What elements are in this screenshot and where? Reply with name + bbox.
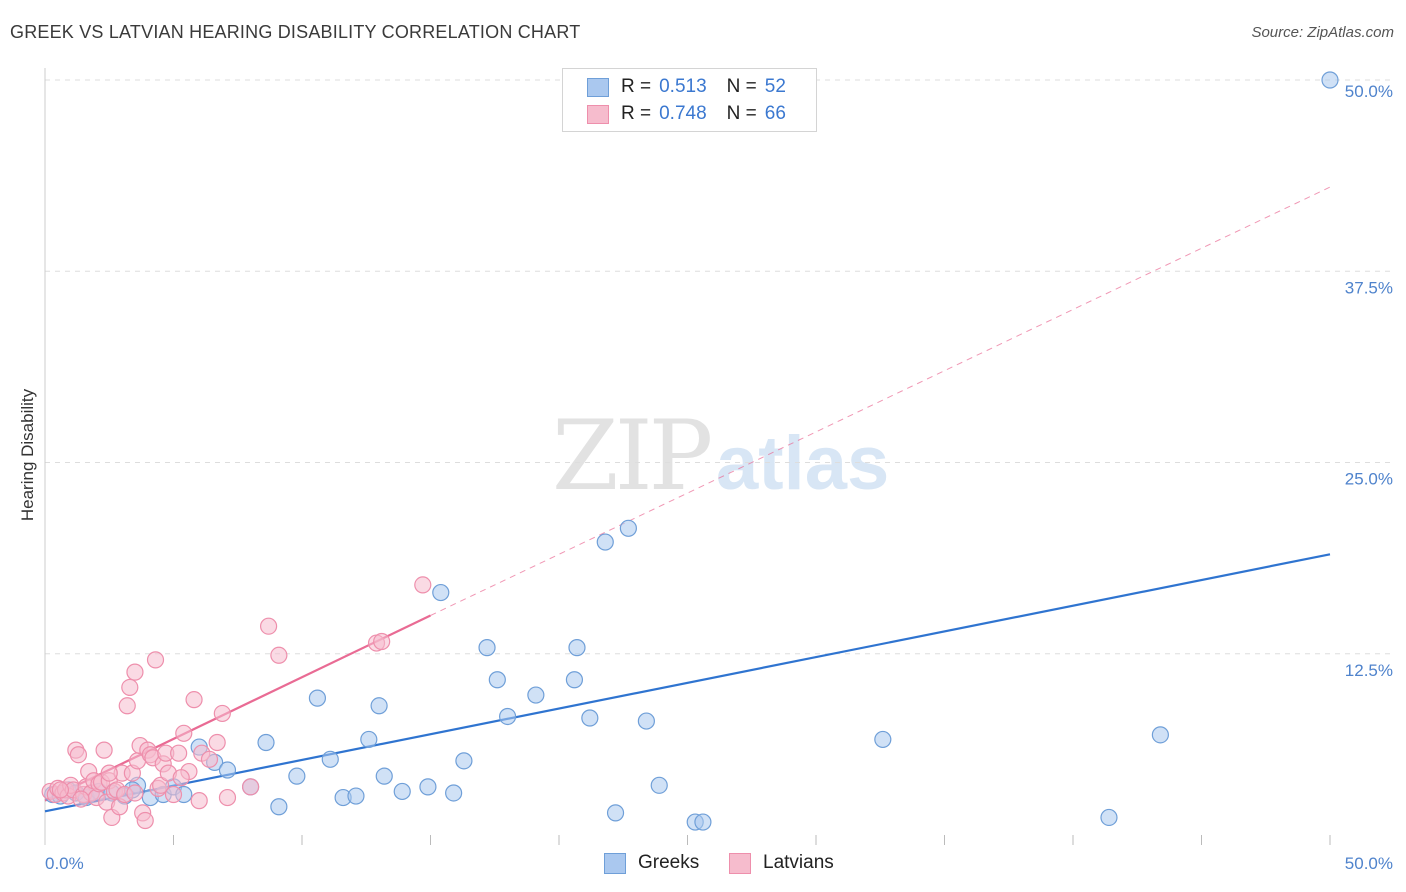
greek-point (606, 804, 625, 822)
greek-point (321, 750, 339, 768)
axes (44, 68, 1331, 845)
greek-point (488, 671, 506, 689)
greek-point (1151, 726, 1169, 744)
latvian-point (414, 576, 432, 594)
greek-point (1100, 808, 1118, 827)
latvian-point (126, 784, 144, 802)
latvian-point (213, 704, 231, 723)
legend-row-latvians: R = 0.748 N = 66 (587, 101, 786, 127)
y-tick-label: 12.5% (1345, 661, 1393, 680)
latvian-point (170, 744, 188, 762)
greek-point (565, 671, 584, 689)
data-points (41, 71, 1339, 831)
greek-point (308, 689, 327, 707)
latvians-legend-swatch (729, 852, 751, 874)
greeks-legend-label: Greeks (638, 852, 700, 873)
greeks-legend-swatch (604, 852, 626, 874)
greek-point (370, 697, 388, 715)
latvian-point (100, 764, 118, 782)
greek-point (393, 782, 411, 801)
greek-point (419, 778, 437, 796)
greeks-r-label: R = (621, 76, 652, 97)
latvians-legend-label: Latvians (763, 852, 834, 873)
latvian-point (95, 741, 113, 759)
watermark-zip: ZIP (552, 400, 713, 512)
legend-item-latvians[interactable]: Latvians (729, 852, 834, 874)
greek-point (375, 767, 393, 785)
greek-point (499, 707, 517, 726)
latvian-point (51, 781, 70, 799)
greek-point (694, 813, 712, 831)
latvian-point (218, 788, 237, 807)
trend-lines (44, 186, 1331, 813)
greek-point (445, 784, 463, 802)
latvian-point (259, 617, 278, 635)
greek-point (650, 776, 668, 794)
latvian-point (118, 697, 136, 715)
latvians-r-value: 0.748 (659, 103, 707, 124)
latvian-point (185, 691, 203, 709)
greek-trend-line (44, 553, 1331, 813)
legend-row-greeks: R = 0.513 N = 52 (587, 74, 786, 100)
greek-point (478, 639, 496, 657)
tick-labels: 12.5% 25.0% 37.5% 50.0% 0.0% 50.0% (45, 82, 1393, 873)
series-legend: Greeks Latvians (0, 852, 1406, 878)
greek-point (288, 767, 306, 785)
grid (45, 79, 1390, 655)
x-tick-label-min: 0.0% (45, 854, 84, 873)
latvian-point (172, 769, 190, 787)
greek-point (347, 787, 365, 805)
latvian-point (69, 746, 88, 764)
latvian-point (136, 811, 154, 830)
greek-point (874, 730, 892, 749)
greek-point (218, 761, 237, 779)
latvian-trend-extension (430, 186, 1331, 616)
latvian-point (152, 776, 170, 794)
latvian-point (121, 678, 139, 697)
greek-point (257, 733, 275, 752)
latvian-point (200, 750, 219, 768)
latvian-point (164, 785, 183, 804)
legend-item-greeks[interactable]: Greeks (604, 852, 699, 874)
latvians-n-label: N = (726, 103, 757, 124)
latvian-point (373, 632, 391, 651)
latvian-point (208, 733, 226, 752)
latvians-swatch (587, 104, 609, 124)
greek-point (432, 583, 450, 602)
greek-point (619, 519, 637, 537)
stats-legend: R = 0.513 N = 52 R = 0.748 N = 66 (562, 68, 817, 132)
latvian-point (126, 663, 144, 681)
watermark-atlas: atlas (716, 421, 890, 506)
greek-point (455, 752, 473, 770)
greeks-n-label: N = (726, 76, 757, 97)
latvian-point (242, 778, 260, 796)
greek-point (637, 712, 655, 730)
latvian-point (270, 646, 288, 664)
x-tick-label-max: 50.0% (1345, 854, 1393, 873)
greek-point (596, 533, 614, 551)
latvian-point (190, 792, 208, 810)
source-credit: Source: ZipAtlas.com (1251, 24, 1394, 41)
greeks-swatch (587, 77, 609, 97)
greek-point (270, 798, 288, 816)
latvian-point (72, 790, 90, 808)
chart-title: GREEK VS LATVIAN HEARING DISABILITY CORR… (10, 22, 581, 42)
latvians-n-value: 66 (764, 103, 786, 124)
latvian-point (146, 651, 165, 669)
y-tick-label: 37.5% (1345, 278, 1393, 297)
y-tick-label: 50.0% (1345, 82, 1393, 101)
greeks-n-value: 52 (764, 76, 786, 97)
greek-point (527, 686, 545, 704)
latvian-point (175, 724, 193, 742)
greek-point (360, 730, 378, 749)
greeks-r-value: 0.513 (659, 76, 707, 97)
greek-point (568, 639, 586, 657)
greek-point (581, 709, 599, 727)
greek-point (1321, 71, 1339, 89)
latvians-r-label: R = (621, 103, 652, 124)
y-tick-label: 25.0% (1345, 470, 1393, 489)
